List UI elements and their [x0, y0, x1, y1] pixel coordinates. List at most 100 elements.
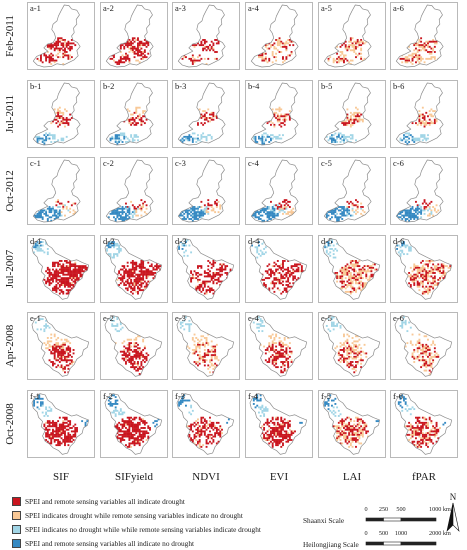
panel-label: b-4 — [248, 80, 260, 91]
drought-pixel — [266, 423, 269, 426]
drought-pixel — [74, 282, 77, 285]
drought-pixel — [355, 270, 357, 272]
drought-pixel — [259, 406, 262, 409]
drought-pixel — [53, 288, 56, 291]
drought-pixel — [76, 278, 78, 281]
drought-pixel — [140, 120, 143, 122]
drought-pixel — [270, 123, 272, 126]
map-panel-d-3: d-3 — [172, 234, 240, 303]
drought-pixel — [67, 283, 70, 286]
drought-pixel — [128, 352, 131, 355]
drought-pixel — [297, 276, 300, 279]
drought-pixel — [368, 278, 371, 281]
drought-pixel — [50, 273, 53, 276]
drought-pixel — [348, 121, 351, 124]
drought-pixel — [137, 335, 139, 338]
drought-pixel — [126, 56, 129, 59]
drought-pixel — [343, 207, 345, 210]
drought-pixel — [53, 44, 56, 47]
drought-pixel — [353, 120, 356, 122]
drought-pixel — [131, 430, 134, 433]
drought-pixel — [408, 219, 411, 222]
drought-pixel — [183, 138, 186, 141]
drought-pixel — [336, 52, 339, 55]
drought-pixel — [282, 437, 284, 440]
drought-pixel — [121, 206, 124, 209]
drought-pixel — [137, 45, 139, 48]
drought-pixel — [130, 290, 133, 293]
drought-pixel — [442, 264, 445, 267]
drought-pixel — [209, 280, 211, 283]
drought-pixel — [207, 349, 210, 352]
drought-pixel — [203, 57, 206, 60]
drought-pixel — [327, 242, 330, 245]
drought-pixel — [221, 428, 223, 431]
drought-pixel — [119, 433, 122, 436]
drought-pixel — [292, 268, 295, 271]
map-panel-d-5: d-5 — [318, 234, 386, 303]
drought-pixel — [67, 359, 70, 362]
drought-pixel — [198, 287, 201, 290]
province-outline — [177, 394, 234, 455]
drought-pixel — [121, 358, 124, 360]
drought-pixel — [40, 328, 42, 331]
drought-pixel — [133, 285, 136, 288]
drought-pixel — [355, 276, 357, 279]
drought-pixel — [332, 133, 335, 136]
drought-pixels — [179, 108, 218, 143]
drought-pixel — [137, 138, 139, 141]
drought-pixel — [283, 423, 286, 426]
drought-pixel — [263, 428, 266, 431]
drought-pixel — [271, 427, 274, 429]
drought-pixel — [145, 275, 148, 278]
drought-pixel — [133, 123, 136, 126]
drought-pixel — [421, 285, 424, 288]
drought-pixel — [62, 427, 65, 429]
drought-pixel — [74, 275, 77, 278]
province-fill — [249, 316, 307, 377]
drought-pixel — [349, 349, 352, 352]
drought-pixel — [123, 264, 126, 267]
drought-pixel — [57, 261, 60, 264]
drought-pixel — [268, 358, 271, 360]
drought-pixel — [420, 37, 423, 40]
drought-pixel — [355, 344, 357, 347]
drought-pixel — [273, 433, 276, 436]
drought-pixel — [363, 270, 366, 272]
drought-pixel — [133, 366, 136, 369]
drought-pixel — [55, 44, 58, 47]
map-svg — [28, 391, 94, 457]
drought-pixel — [205, 339, 208, 342]
drought-pixel — [53, 363, 56, 366]
drought-pixel — [79, 273, 82, 276]
drought-pixel — [138, 423, 141, 426]
drought-pixel — [45, 406, 48, 409]
drought-pixel — [46, 218, 49, 221]
drought-pixel — [428, 270, 431, 272]
drought-pixel — [130, 113, 133, 116]
drought-pixel — [41, 411, 44, 414]
drought-pixel — [268, 442, 271, 445]
drought-pixel — [114, 415, 117, 417]
drought-pixel — [50, 340, 53, 343]
panel-label: c-3 — [175, 158, 186, 169]
drought-pixel — [275, 442, 278, 445]
drought-pixel — [197, 278, 199, 281]
drought-pixel — [72, 280, 75, 283]
drought-pixel — [133, 433, 136, 436]
drought-pixel — [135, 133, 138, 136]
drought-pixel — [421, 347, 424, 350]
drought-pixel — [337, 218, 340, 221]
drought-pixel — [349, 118, 352, 121]
drought-pixel — [416, 268, 419, 271]
drought-pixel — [55, 268, 58, 271]
drought-pixel — [193, 45, 196, 48]
drought-pixel — [76, 428, 78, 431]
drought-pixel — [440, 266, 443, 269]
drought-pixel — [287, 354, 290, 357]
drought-pixel — [48, 327, 51, 329]
drought-pixel — [116, 140, 119, 143]
drought-pixel — [271, 207, 274, 210]
drought-pixel — [219, 273, 222, 276]
drought-pixel — [57, 199, 60, 202]
